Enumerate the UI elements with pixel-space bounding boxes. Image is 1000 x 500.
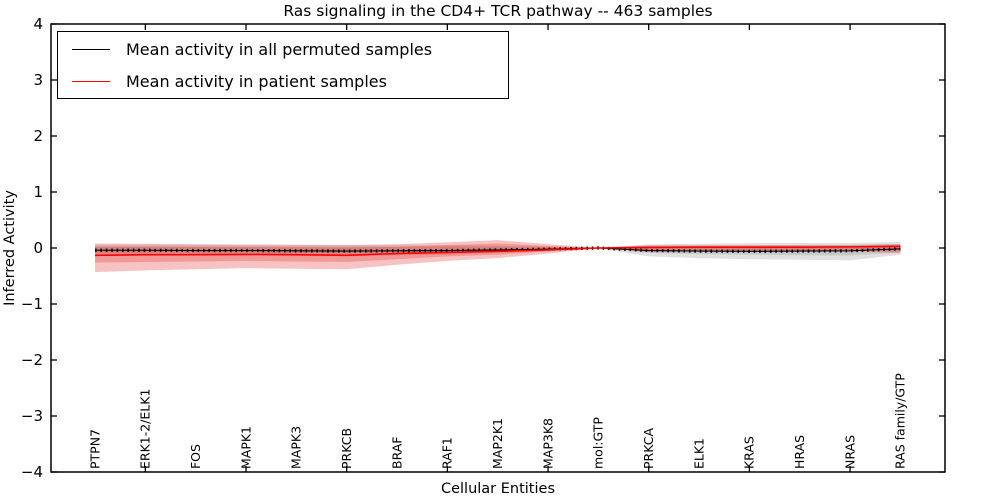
- legend-line-patient-icon: [72, 80, 110, 82]
- x-category-label: RAF1: [440, 437, 455, 469]
- legend-line-permuted-icon: [72, 48, 110, 50]
- x-category-label: mol:GTP: [591, 417, 606, 469]
- permuted-mean-line: [95, 247, 901, 252]
- x-category-label: MAPK3: [289, 426, 304, 469]
- x-category-label: RAS family/GTP: [893, 373, 908, 469]
- x-category-label: PTPN7: [87, 429, 102, 469]
- y-tick-label: −3: [21, 407, 43, 425]
- x-category-label: KRAS: [742, 436, 757, 469]
- legend-item-patient: Mean activity in patient samples: [58, 66, 508, 96]
- x-category-label: NRAS: [842, 435, 857, 469]
- x-category-label: MAP2K1: [490, 418, 505, 469]
- axis-layer: [50, 23, 946, 473]
- y-tick-label: −4: [21, 463, 43, 481]
- y-axis-label: Inferred Activity: [2, 190, 18, 306]
- chart-title: Ras signaling in the CD4+ TCR pathway --…: [283, 2, 712, 20]
- line-layer: [94, 245, 901, 257]
- y-tick-label: 0: [33, 239, 43, 257]
- y-tick-label: 2: [33, 127, 43, 145]
- x-category-label: BRAF: [389, 437, 404, 470]
- tick-label-layer: −4 −3 −2 −1 0 1 2 3 4 PTPN7 ERK1-2/ELK1 FOS MAPK1 MAP…: [21, 15, 908, 481]
- legend: Mean activity in all permuted samples Me…: [57, 31, 509, 99]
- x-category-label: PRKCB: [339, 428, 354, 469]
- y-tick-label: 1: [33, 183, 43, 201]
- x-category-label: MAP3K8: [540, 418, 555, 469]
- patient-mean-line: [94, 245, 901, 257]
- x-category-label: MAPK1: [238, 426, 253, 469]
- patient-band-outer: [95, 240, 901, 273]
- band-layer: [95, 240, 901, 273]
- x-category-label: ELK1: [691, 438, 706, 469]
- legend-item-permuted: Mean activity in all permuted samples: [58, 34, 508, 64]
- legend-label-patient: Mean activity in patient samples: [126, 71, 387, 91]
- y-tick-label: −1: [21, 295, 43, 313]
- x-category-label: PRKCA: [641, 428, 656, 469]
- x-category-label: HRAS: [792, 435, 807, 469]
- patient-band-inner: [95, 243, 901, 263]
- x-axis-label: Cellular Entities: [441, 481, 555, 497]
- y-tick-label: −2: [21, 351, 43, 369]
- y-tick-label: 3: [33, 71, 43, 89]
- y-tick-label: 4: [33, 15, 43, 33]
- legend-label-permuted: Mean activity in all permuted samples: [126, 39, 433, 59]
- x-category-label: FOS: [188, 444, 203, 469]
- x-category-label: ERK1-2/ELK1: [138, 389, 153, 469]
